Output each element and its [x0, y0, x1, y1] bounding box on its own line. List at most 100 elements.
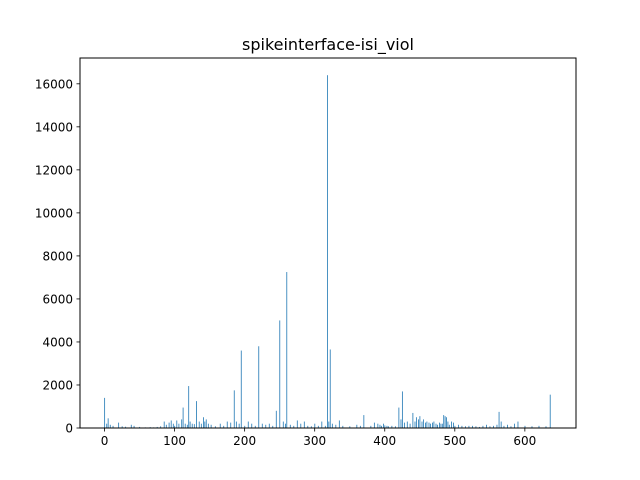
- bar: [251, 423, 253, 428]
- bar: [178, 423, 180, 428]
- bar: [448, 424, 450, 428]
- x-tick-label: 0: [101, 434, 109, 448]
- bar: [418, 419, 419, 428]
- bar: [359, 425, 361, 428]
- bar: [300, 423, 302, 428]
- bar: [479, 426, 480, 428]
- bar: [377, 423, 379, 428]
- bar: [328, 421, 330, 428]
- bar: [296, 420, 298, 428]
- bar: [486, 424, 487, 428]
- bar: [387, 426, 389, 428]
- bar: [118, 422, 120, 428]
- bar: [130, 424, 132, 428]
- y-tick-label: 12000: [35, 163, 73, 177]
- x-tick-label: 100: [163, 434, 186, 448]
- y-tick-label: 16000: [35, 77, 73, 91]
- bar: [233, 390, 235, 428]
- y-tick-label: 14000: [35, 120, 73, 134]
- bar: [441, 423, 443, 428]
- bar: [165, 424, 167, 428]
- x-tick-label: 500: [443, 434, 466, 448]
- bar: [160, 426, 162, 428]
- bar: [444, 416, 446, 428]
- bar: [538, 425, 540, 428]
- bar: [214, 426, 216, 428]
- bar: [200, 423, 202, 428]
- bar: [223, 425, 225, 428]
- bar: [342, 425, 344, 428]
- bar: [414, 421, 416, 428]
- bar: [379, 424, 381, 428]
- bar: [247, 421, 249, 428]
- bar: [258, 346, 260, 428]
- bar: [286, 272, 288, 428]
- bar: [284, 423, 286, 428]
- bar: [335, 424, 337, 428]
- bar: [406, 421, 408, 428]
- bar: [244, 425, 246, 428]
- bar: [446, 417, 447, 428]
- bar: [482, 425, 484, 428]
- bar: [210, 424, 212, 428]
- bar: [454, 425, 456, 428]
- bar: [433, 421, 435, 428]
- bar: [176, 420, 178, 428]
- bar: [356, 424, 358, 428]
- bar: [324, 425, 326, 428]
- x-tick-label: 300: [303, 434, 326, 448]
- bar: [363, 415, 365, 428]
- bar: [268, 423, 270, 428]
- bar: [498, 411, 500, 428]
- x-tick-label: 200: [233, 434, 256, 448]
- bar: [107, 418, 109, 428]
- bar: [189, 421, 191, 428]
- bar: [279, 320, 281, 428]
- bar: [386, 425, 388, 428]
- chart-title: spikeinterface-isi_viol: [242, 35, 414, 55]
- bar: [125, 426, 127, 428]
- bar: [272, 425, 274, 428]
- bar: [437, 424, 438, 428]
- bar: [549, 394, 551, 428]
- bar: [184, 423, 186, 428]
- bar: [461, 425, 463, 428]
- bar: [193, 424, 195, 428]
- y-tick-label: 10000: [35, 206, 73, 220]
- bar: [415, 417, 417, 428]
- bar: [391, 425, 393, 428]
- bar: [517, 421, 519, 428]
- bar: [317, 425, 319, 428]
- bar: [293, 425, 295, 428]
- bar: [174, 425, 176, 428]
- bar: [163, 421, 165, 428]
- bar: [468, 425, 470, 428]
- bar: [314, 423, 316, 428]
- x-axis: 0 100 200 300 400 500 600: [101, 428, 536, 448]
- bars-layer: [104, 75, 551, 429]
- bar: [503, 425, 505, 428]
- bar: [419, 416, 421, 428]
- bar: [133, 425, 135, 428]
- bar: [514, 423, 515, 428]
- bar: [172, 423, 174, 428]
- bar: [496, 424, 498, 428]
- y-tick-label: 4000: [42, 335, 73, 349]
- bar: [170, 420, 172, 428]
- bar: [182, 407, 184, 428]
- bar: [409, 423, 411, 428]
- bar: [430, 423, 431, 428]
- bar: [121, 426, 123, 428]
- bar: [254, 425, 256, 428]
- bar: [238, 423, 240, 428]
- bar: [168, 422, 170, 428]
- bar: [439, 422, 440, 428]
- bar: [383, 423, 384, 428]
- bar: [472, 425, 473, 428]
- bar: [447, 421, 449, 428]
- bar: [493, 425, 494, 428]
- bar: [500, 421, 502, 428]
- bar: [181, 419, 183, 428]
